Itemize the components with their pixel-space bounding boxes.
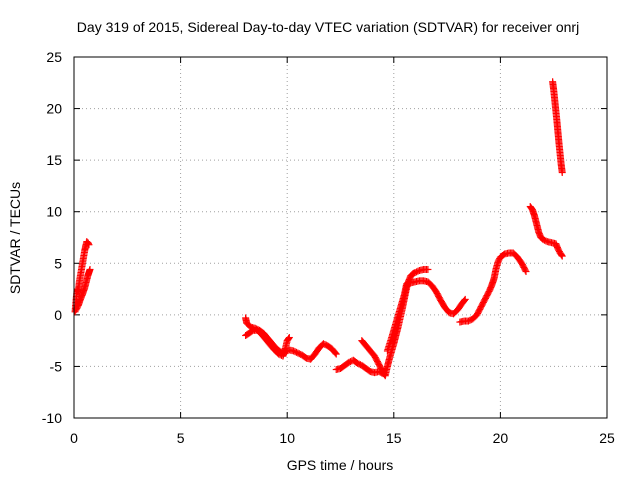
data-point-marker	[522, 268, 530, 276]
data-point-marker	[85, 241, 93, 249]
data-point-marker	[332, 350, 340, 358]
x-axis-tick-labels: 0 5 10 15 20 25	[70, 430, 615, 446]
y-tick-label: -5	[50, 358, 63, 374]
y-tick-label: 0	[54, 307, 62, 323]
data-point-marker	[285, 334, 293, 342]
data-point-marker	[558, 252, 566, 260]
y-tick-label: -10	[42, 410, 62, 426]
x-tick-label: 5	[177, 430, 185, 446]
data-point-marker	[461, 295, 469, 303]
x-tick-label: 25	[599, 430, 615, 446]
data-point-marker	[558, 169, 566, 177]
data-point-marker	[331, 349, 339, 357]
x-tick-label: 15	[386, 430, 402, 446]
plot-frame	[73, 56, 608, 419]
x-tick-label: 0	[70, 430, 78, 446]
data-point-marker	[285, 335, 293, 343]
y-tick-label: 20	[46, 101, 62, 117]
y-tick-label: 25	[46, 49, 62, 65]
y-tick-label: 5	[54, 255, 62, 271]
x-tick-label: 10	[279, 430, 295, 446]
x-tick-label: 20	[493, 430, 509, 446]
y-tick-label: 10	[46, 204, 62, 220]
data-point-marker	[460, 296, 468, 304]
x-axis-label: GPS time / hours	[287, 457, 394, 473]
y-axis-label: SDTVAR / TECUs	[7, 182, 23, 294]
data-points	[71, 78, 566, 380]
y-tick-label: 15	[46, 152, 62, 168]
chart-title: Day 319 of 2015, Sidereal Day-to-day VTE…	[77, 19, 579, 35]
y-axis-tick-labels: -10 -5 0 5 10 15 20 25	[42, 49, 62, 426]
axis-ticks	[73, 56, 608, 419]
grid	[74, 57, 607, 418]
data-point-marker	[521, 266, 529, 274]
data-point-marker	[558, 251, 566, 259]
data-point-marker	[86, 265, 94, 273]
data-point-marker	[424, 265, 432, 273]
